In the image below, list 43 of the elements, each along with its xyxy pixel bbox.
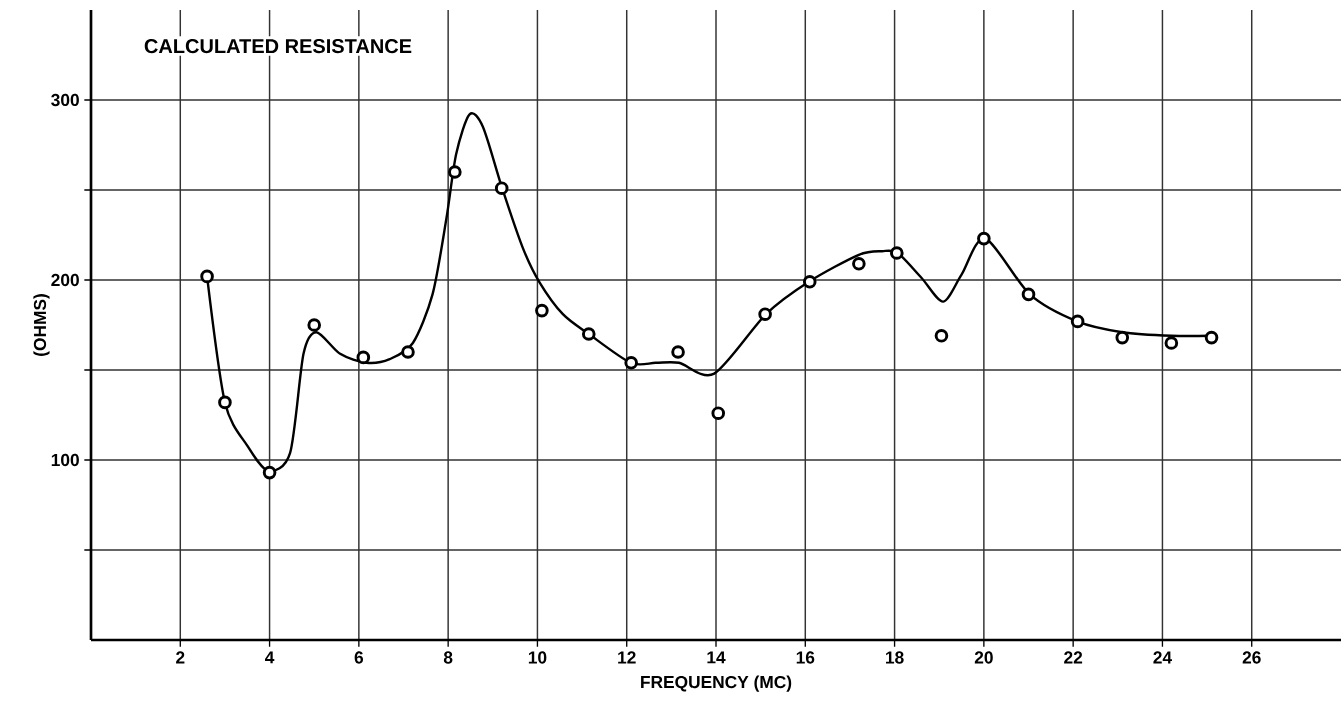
x-tick-label: 4 xyxy=(265,651,275,664)
point xyxy=(262,465,277,480)
point xyxy=(581,327,596,341)
point xyxy=(535,303,549,318)
x-tick-label: 14 xyxy=(707,651,726,664)
point xyxy=(218,395,232,410)
point xyxy=(802,275,817,289)
point xyxy=(934,329,949,343)
point xyxy=(852,257,866,271)
point xyxy=(494,181,509,195)
point xyxy=(448,165,462,179)
point xyxy=(671,345,685,359)
x-tick-label: 8 xyxy=(443,651,453,664)
point xyxy=(1021,287,1036,302)
point xyxy=(890,246,904,260)
x-tick-label: 2 xyxy=(176,651,185,664)
point xyxy=(977,231,991,246)
point xyxy=(401,345,415,359)
x-tick-label: 26 xyxy=(1242,651,1261,664)
point xyxy=(307,318,322,332)
point xyxy=(1204,330,1219,345)
x-tick-label: 16 xyxy=(796,651,815,664)
point xyxy=(356,350,371,365)
x-tick-label: 10 xyxy=(528,651,547,664)
point xyxy=(624,356,638,370)
point xyxy=(711,406,726,421)
y-tick-label: 100 xyxy=(51,453,79,467)
x-tick-label: 18 xyxy=(886,651,904,664)
x-tick-label: 24 xyxy=(1153,651,1172,664)
x-axis-title: FREQUENCY (MC) xyxy=(641,675,792,692)
x-tick-label: 22 xyxy=(1064,651,1083,664)
y-axis-title: (OHMS) xyxy=(33,294,50,356)
point xyxy=(1115,330,1130,345)
point xyxy=(1070,314,1085,329)
point xyxy=(758,307,772,322)
x-tick-label: 20 xyxy=(974,651,993,664)
x-tick-label: 12 xyxy=(618,651,636,664)
point xyxy=(1164,336,1179,350)
x-tick-label: 6 xyxy=(354,651,364,664)
point xyxy=(200,269,214,284)
y-tick-label: 200 xyxy=(51,273,79,287)
text: CALCULATED RESISTANCE xyxy=(144,39,412,54)
y-tick-label: 300 xyxy=(51,93,79,107)
